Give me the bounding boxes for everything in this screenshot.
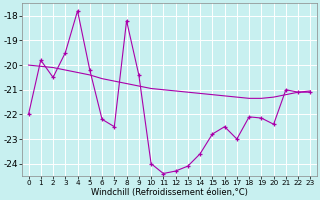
X-axis label: Windchill (Refroidissement éolien,°C): Windchill (Refroidissement éolien,°C) (91, 188, 248, 197)
